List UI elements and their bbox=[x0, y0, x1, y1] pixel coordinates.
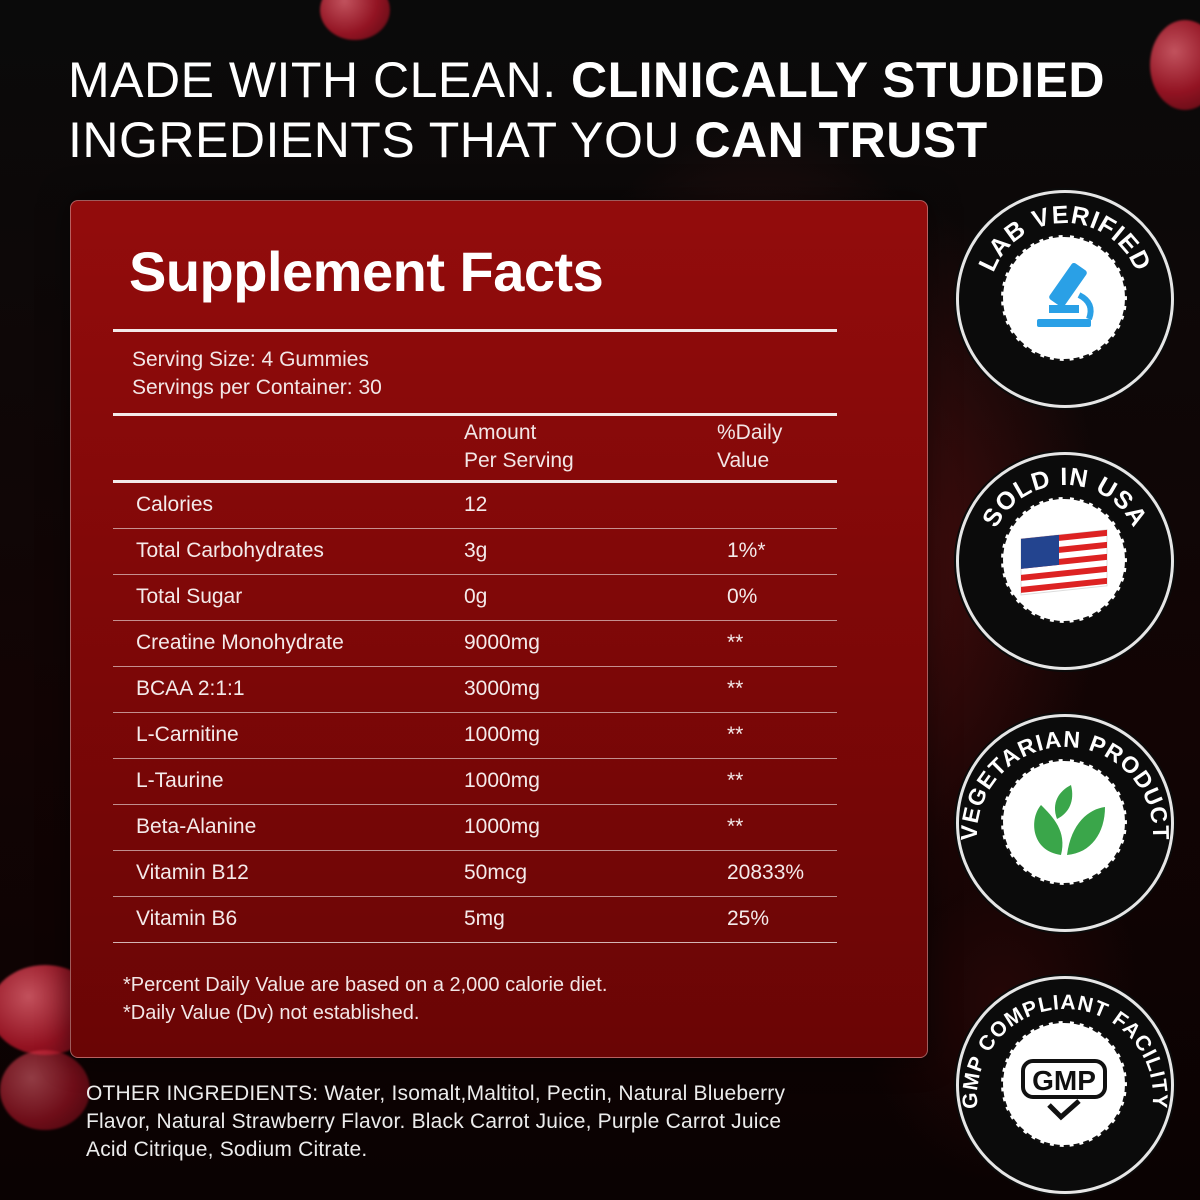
table-row: Total Sugar 0g 0% bbox=[113, 575, 837, 621]
header-dv-line-2: Value bbox=[717, 449, 770, 472]
gmp-check-icon: GMP bbox=[1021, 1059, 1107, 1121]
row-dv: 20833% bbox=[727, 861, 805, 884]
gmp-text: GMP bbox=[1032, 1065, 1096, 1096]
row-dv: ** bbox=[727, 631, 744, 654]
row-amount: 12 bbox=[464, 493, 488, 516]
other-ingredients-line-1: OTHER INGREDIENTS: Water, Isomalt,Maltit… bbox=[86, 1082, 786, 1105]
lab-verified-badge: LAB VERIFIED bbox=[956, 190, 1174, 408]
header-daily-value: %Daily Value bbox=[717, 419, 782, 475]
row-name: Vitamin B12 bbox=[136, 861, 249, 884]
serving-info: Serving Size: 4 Gummies Servings per Con… bbox=[132, 346, 382, 402]
footnotes: *Percent Daily Value are based on a 2,00… bbox=[123, 971, 607, 1027]
row-dv: ** bbox=[727, 677, 744, 700]
header-amount-line-2: Per Serving bbox=[464, 449, 574, 472]
serving-size: Serving Size: 4 Gummies bbox=[132, 348, 369, 371]
row-amount: 1000mg bbox=[464, 723, 540, 746]
table-row: L-Taurine 1000mg ** bbox=[113, 759, 837, 805]
leaves-icon bbox=[1034, 785, 1105, 855]
table-row: Total Carbohydrates 3g 1%* bbox=[113, 529, 837, 575]
row-name: Calories bbox=[136, 493, 214, 516]
row-dv: ** bbox=[727, 815, 744, 838]
row-name: Creatine Monohydrate bbox=[136, 631, 344, 654]
row-name: L-Carnitine bbox=[136, 723, 239, 746]
badge-inner-circle bbox=[1001, 759, 1127, 885]
row-amount: 1000mg bbox=[464, 815, 540, 838]
gmp-compliant-badge: GMP COMPLIANT FACILITY GMP bbox=[956, 976, 1174, 1194]
headline-line-2: INGREDIENTS THAT YOU CAN TRUST bbox=[68, 110, 1178, 170]
vegetarian-product-badge: VEGETARIAN PRODUCT bbox=[956, 714, 1174, 932]
row-amount: 9000mg bbox=[464, 631, 540, 654]
table-row: Beta-Alanine 1000mg ** bbox=[113, 805, 837, 851]
headline-line-1-bold: CLINICALLY STUDIED bbox=[570, 52, 1106, 108]
table-row: BCAA 2:1:1 3000mg ** bbox=[113, 667, 837, 713]
headline: MADE WITH CLEAN. CLINICALLY STUDIED INGR… bbox=[68, 50, 1178, 170]
headline-line-2-bold: CAN TRUST bbox=[694, 112, 988, 168]
table-row: Creatine Monohydrate 9000mg ** bbox=[113, 621, 837, 667]
row-dv: 1%* bbox=[727, 539, 766, 562]
other-ingredients: OTHER INGREDIENTS: Water, Isomalt,Maltit… bbox=[86, 1080, 936, 1164]
row-name: Beta-Alanine bbox=[136, 815, 257, 838]
headline-line-1: MADE WITH CLEAN. CLINICALLY STUDIED bbox=[68, 50, 1178, 110]
facts-table: Calories 12 Total Carbohydrates 3g 1%* Tota… bbox=[113, 483, 837, 943]
row-dv: 0% bbox=[727, 585, 758, 608]
headline-line-1-regular: MADE WITH CLEAN. bbox=[68, 52, 571, 108]
row-name: Vitamin B6 bbox=[136, 907, 238, 930]
sold-in-usa-badge: SOLD IN USA bbox=[956, 452, 1174, 670]
row-dv: ** bbox=[727, 723, 744, 746]
us-flag-icon bbox=[1020, 529, 1108, 596]
row-amount: 5mg bbox=[464, 907, 505, 930]
title-divider bbox=[113, 329, 837, 332]
footnote-not-established: *Daily Value (Dv) not established. bbox=[123, 1002, 420, 1024]
table-row: L-Carnitine 1000mg ** bbox=[113, 713, 837, 759]
header-amount: Amount Per Serving bbox=[464, 419, 574, 475]
panel-title: Supplement Facts bbox=[129, 240, 604, 303]
raspberry-decoration-right bbox=[1150, 20, 1200, 110]
table-row: Vitamin B6 5mg 25% bbox=[113, 897, 837, 943]
other-ingredients-line-3: Acid Citrique, Sodium Citrate. bbox=[86, 1138, 368, 1161]
footnote-daily-value: *Percent Daily Value are based on a 2,00… bbox=[123, 974, 608, 996]
row-dv: 25% bbox=[727, 907, 770, 930]
row-amount: 3000mg bbox=[464, 677, 540, 700]
row-name: Total Carbohydrates bbox=[136, 539, 324, 562]
row-amount: 50mcg bbox=[464, 861, 528, 884]
header-dv-line-1: %Daily bbox=[717, 421, 783, 444]
servings-per-container: Servings per Container: 30 bbox=[132, 376, 382, 399]
other-ingredients-line-2: Flavor, Natural Strawberry Flavor. Black… bbox=[86, 1110, 782, 1133]
microscope-icon bbox=[1037, 262, 1094, 327]
row-name: Total Sugar bbox=[136, 585, 243, 608]
raspberry-decoration-bottom-left-2 bbox=[0, 1050, 90, 1130]
row-dv: ** bbox=[727, 769, 744, 792]
row-name: L-Taurine bbox=[136, 769, 224, 792]
table-row: Vitamin B12 50mcg 20833% bbox=[113, 851, 837, 897]
table-row: Calories 12 bbox=[113, 483, 837, 529]
row-amount: 3g bbox=[464, 539, 488, 562]
header-divider bbox=[113, 480, 837, 483]
row-name: BCAA 2:1:1 bbox=[136, 677, 245, 700]
headline-line-2-regular: INGREDIENTS THAT YOU bbox=[68, 112, 695, 168]
serving-divider bbox=[113, 413, 837, 416]
header-amount-line-1: Amount bbox=[464, 421, 537, 444]
row-amount: 0g bbox=[464, 585, 488, 608]
row-amount: 1000mg bbox=[464, 769, 540, 792]
supplement-facts-panel: Supplement Facts Serving Size: 4 Gummies… bbox=[70, 200, 928, 1058]
